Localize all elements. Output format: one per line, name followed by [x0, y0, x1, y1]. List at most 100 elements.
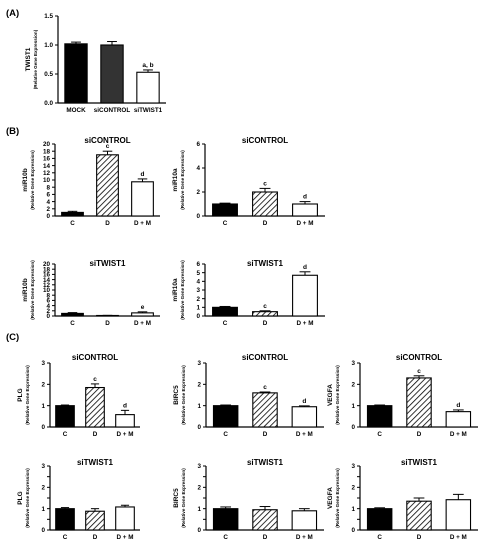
- bar-c5-0: [212, 508, 239, 531]
- bar-b3-2: [131, 312, 154, 317]
- y-tick-label: 2: [41, 382, 45, 389]
- bar-c4-1: [85, 510, 105, 531]
- y-tick-label: 3: [197, 463, 201, 470]
- y-tick-label: 18: [43, 148, 51, 155]
- bar-a-0: [64, 43, 88, 104]
- y-tick-label: 0: [196, 213, 200, 220]
- y-axis-label-c2: BIRC5: [173, 385, 180, 405]
- significance-label-a-2: a, b: [142, 62, 153, 69]
- bar-c2-2: [291, 406, 318, 428]
- y-axis-sublabel-c4: (Relative Gene Expression): [25, 468, 30, 528]
- panel-label-c: (C): [6, 332, 19, 343]
- y-tick-label: 3: [197, 360, 201, 367]
- x-category-label-a-2: siTWIST1: [134, 107, 163, 114]
- y-tick-label: 2: [197, 485, 201, 492]
- chart-c1: 0 1 2 3 siCONTROL PLG (Relative Gene Expressio…: [17, 353, 140, 438]
- x-category-label-b1-0: C: [70, 220, 75, 227]
- chart-c4: 0 1 2 3 siTWIST1 PLG (Relative Gene Expression…: [17, 458, 140, 541]
- y-axis-label-a: TWIST1: [25, 47, 32, 71]
- bar-a-2: [136, 71, 160, 104]
- y-tick-label: 12: [43, 170, 51, 177]
- x-category-label-b3-2: D + M: [134, 320, 151, 327]
- bar-c4-0: [55, 508, 75, 531]
- y-tick-label: 3: [41, 360, 45, 367]
- chart-title-b1: siCONTROL: [84, 136, 130, 145]
- y-tick-label: 2: [196, 189, 200, 196]
- significance-label-b1-1: c: [106, 143, 110, 150]
- x-category-label-b4-1: D: [263, 320, 268, 327]
- y-tick-label: 10: [43, 287, 51, 294]
- y-axis-sublabel-b2: (Relative Gene Expression): [180, 150, 185, 210]
- x-category-label-c5-0: C: [223, 534, 228, 541]
- significance-label-b4-2: d: [303, 264, 307, 271]
- y-tick-label: 4: [196, 165, 200, 172]
- chart-c6: 0 1 2 3 siTWIST1 VEGFA (Relative Gene Expressi…: [327, 458, 478, 541]
- y-tick-label: 0: [196, 313, 200, 320]
- bar-c3-1: [406, 377, 432, 428]
- y-tick-label: 2: [196, 296, 200, 303]
- y-tick-label: 16: [43, 272, 51, 279]
- y-axis-sublabel-c3: (Relative Gene Expression): [335, 365, 340, 425]
- bar-c1-0: [55, 405, 75, 428]
- chart-b4: 01 2 34 5 6 siTWIST1 miR10a (Relative Gene Expr…: [172, 259, 325, 327]
- y-tick-label: 1: [197, 403, 201, 410]
- panel-label-b: (B): [6, 126, 19, 137]
- x-category-label-c4-1: D: [93, 534, 98, 541]
- bar-b2-0: [212, 203, 238, 217]
- y-tick-label: 1: [41, 403, 45, 410]
- x-category-label-b1-1: D: [105, 220, 110, 227]
- x-category-label-c4-2: D + M: [117, 534, 134, 541]
- y-tick-label: 0: [41, 527, 45, 534]
- y-tick-label: 6: [196, 261, 200, 268]
- bar-b3-0: [61, 312, 84, 317]
- bar-c2-0: [212, 405, 239, 428]
- y-tick-label: 16: [43, 156, 51, 163]
- y-tick-label: 20: [43, 261, 51, 268]
- bar-b4-2: [292, 274, 318, 317]
- y-tick-label: 14: [43, 277, 51, 284]
- y-tick-label: 20: [43, 141, 51, 148]
- bar-b1-2: [131, 181, 154, 217]
- y-tick-label: 3: [41, 463, 45, 470]
- bar-b4-1: [252, 311, 278, 317]
- y-tick-label: 2: [46, 308, 50, 315]
- chart-title-c6: siTWIST1: [401, 458, 438, 467]
- y-axis-label-c4: PLG: [17, 491, 24, 504]
- chart-b2: 0 2 4 6 siCONTROL miR10a (Relative Gene Expres…: [172, 136, 325, 227]
- y-tick-label: 2: [197, 382, 201, 389]
- y-tick-label: 3: [351, 463, 355, 470]
- chart-title-c1: siCONTROL: [72, 353, 118, 362]
- y-tick-label: 3: [196, 287, 200, 294]
- y-axis-label-c6: VEGFA: [327, 487, 334, 509]
- chart-title-c2: siCONTROL: [242, 353, 288, 362]
- y-tick-label: 4: [46, 303, 50, 310]
- x-category-label-b4-0: C: [223, 320, 228, 327]
- bar-c3-0: [366, 405, 393, 428]
- significance-label-c3-1: c: [417, 368, 421, 375]
- bar-b2-2: [292, 203, 318, 217]
- chart-c5: 0 1 2 3 siTWIST1 BIRC5 (Relative Gene Expressi…: [173, 458, 324, 541]
- chart-a: 0.0 0.5 1.0 1.5 TWIST1 (Relative Gene Express…: [25, 13, 166, 114]
- y-tick-label: 6: [46, 298, 50, 305]
- y-tick-label: 2: [41, 485, 45, 492]
- y-tick-label: 0: [351, 424, 355, 431]
- y-axis-label-c1: PLG: [17, 388, 24, 401]
- y-tick-label: 2: [351, 485, 355, 492]
- significance-label-b2-1: c: [263, 180, 267, 187]
- y-tick-label: 1.0: [44, 42, 53, 49]
- x-category-label-c6-0: C: [377, 534, 382, 541]
- y-axis-label-b4: miR10a: [172, 278, 179, 302]
- y-tick-label: 4: [46, 199, 50, 206]
- y-tick-label: 3: [351, 360, 355, 367]
- chart-c2: 0 1 2 3 siCONTROL BIRC5 (Relative Gene Express…: [173, 353, 324, 438]
- bar-b1-1: [96, 154, 119, 217]
- chart-title-b3: siTWIST1: [89, 259, 126, 268]
- x-category-label-c4-0: C: [63, 534, 68, 541]
- y-axis-sublabel-b4: (Relative Gene Expression): [180, 260, 185, 320]
- bar-b2-1: [252, 191, 278, 217]
- chart-title-c5: siTWIST1: [247, 458, 284, 467]
- y-axis-label-b1: miR10b: [22, 168, 29, 192]
